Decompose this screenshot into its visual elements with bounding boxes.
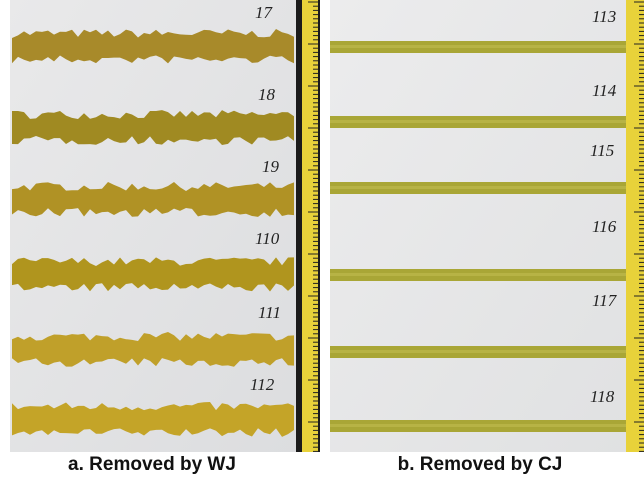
sample-label: 19: [262, 157, 280, 176]
residue-strip-highlight: [330, 350, 626, 353]
sample-label: 118: [590, 387, 615, 406]
residue-strip: [12, 257, 294, 292]
left-photo: [10, 0, 298, 452]
sample-label: 18: [258, 85, 276, 104]
residue-strip-highlight: [330, 45, 626, 48]
left-ruler: [302, 0, 318, 452]
sample-label: 115: [590, 141, 614, 160]
sample-label: 113: [592, 7, 616, 26]
sample-label: 112: [250, 375, 275, 394]
sample-label: 116: [592, 217, 617, 236]
residue-strip: [12, 332, 294, 367]
sample-label: 117: [592, 291, 618, 310]
caption: b. Removed by CJ: [398, 454, 563, 475]
sample-label: 111: [258, 303, 281, 322]
residue-strip: [12, 402, 294, 437]
caption: a. Removed by WJ: [68, 454, 236, 475]
residue-strip-highlight: [330, 120, 626, 123]
right-ruler: [626, 0, 644, 452]
right-photo: [330, 0, 630, 452]
sample-label: 17: [255, 3, 274, 22]
sample-label: 110: [255, 229, 280, 248]
residue-strip: [12, 110, 294, 145]
residue-strip-highlight: [330, 424, 626, 427]
residue-strip: [12, 29, 294, 64]
residue-strip-highlight: [330, 273, 626, 276]
residue-strip: [12, 182, 294, 217]
residue-strip-highlight: [330, 186, 626, 189]
sample-label: 114: [592, 81, 617, 100]
